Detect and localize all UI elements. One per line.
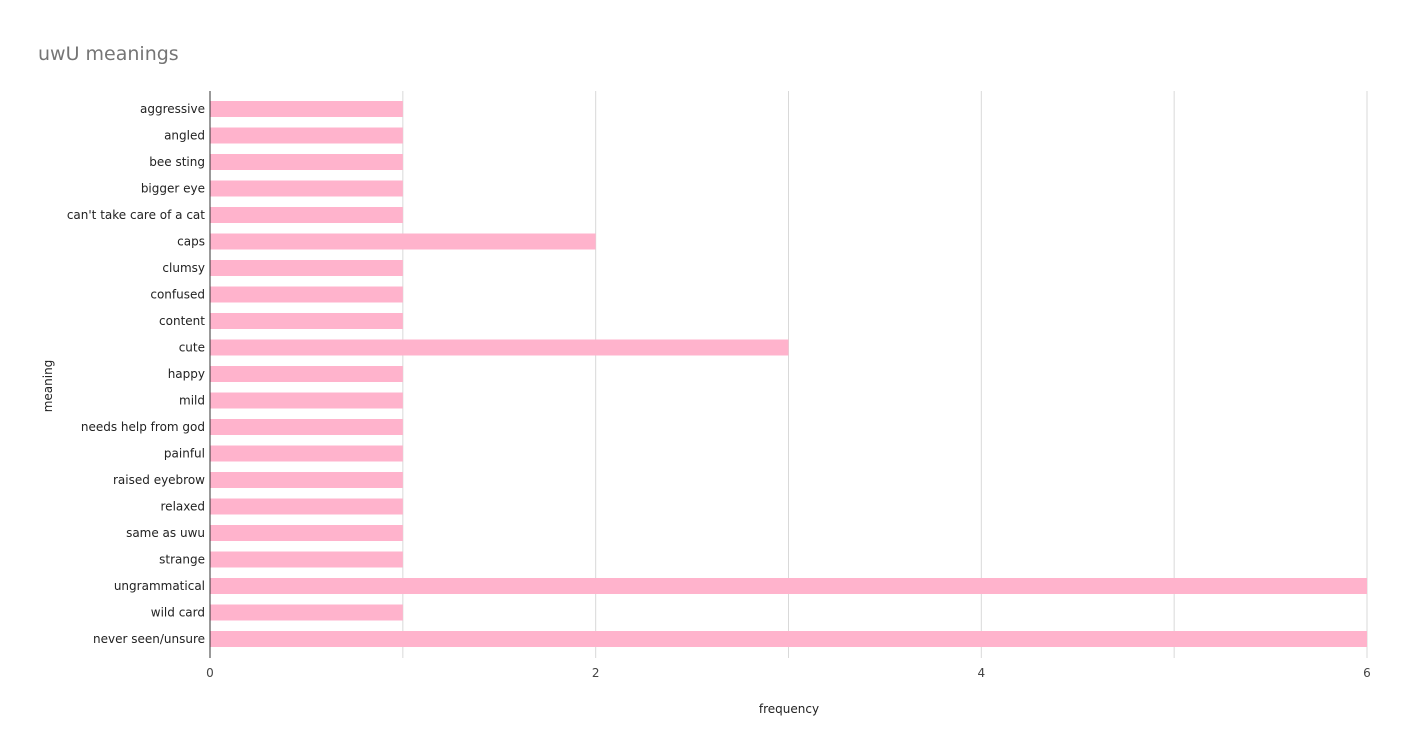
bar — [210, 525, 403, 541]
category-label: painful — [164, 447, 205, 461]
category-label: needs help from god — [81, 420, 205, 434]
category-label: ungrammatical — [114, 579, 205, 593]
chart-title: uwU meanings — [38, 43, 179, 65]
y-axis-title: meaning — [41, 360, 55, 413]
category-label: bee sting — [149, 155, 205, 169]
x-tick-label: 6 — [1363, 666, 1371, 680]
bars — [210, 101, 1367, 647]
bar — [210, 366, 403, 382]
x-axis-title: frequency — [759, 702, 819, 716]
category-label: same as uwu — [126, 526, 205, 540]
category-label: cute — [179, 341, 205, 355]
category-label: raised eyebrow — [113, 473, 205, 487]
category-label: caps — [177, 235, 205, 249]
bar — [210, 578, 1367, 594]
bar — [210, 392, 403, 409]
category-label: angled — [164, 129, 205, 143]
gridlines — [402, 91, 1368, 658]
category-label: mild — [179, 394, 205, 408]
category-label: can't take care of a cat — [67, 208, 205, 222]
bar — [210, 233, 596, 250]
bar — [210, 631, 1367, 647]
category-label: never seen/unsure — [93, 632, 205, 646]
bar — [210, 604, 403, 621]
bar — [210, 445, 403, 462]
category-label: relaxed — [161, 500, 205, 514]
category-label: happy — [168, 367, 205, 381]
bar — [210, 180, 403, 197]
bar — [210, 260, 403, 276]
bar — [210, 101, 403, 117]
x-tick-label: 4 — [978, 666, 986, 680]
x-tick-label: 2 — [592, 666, 600, 680]
category-labels: aggressive angled bee sting bigger eye can't… — [67, 102, 205, 646]
bar — [210, 154, 403, 170]
bar — [210, 127, 403, 144]
category-label: bigger eye — [141, 182, 205, 196]
bar — [210, 472, 403, 488]
category-label: aggressive — [140, 102, 205, 116]
bar — [210, 286, 403, 303]
category-label: strange — [159, 553, 205, 567]
bar — [210, 339, 789, 356]
category-label: content — [159, 314, 205, 328]
category-label: clumsy — [162, 261, 205, 275]
bar — [210, 313, 403, 329]
bar — [210, 551, 403, 568]
x-tick-labels: 0 2 4 6 — [206, 666, 1371, 680]
category-label: confused — [150, 288, 205, 302]
bar — [210, 419, 403, 435]
bar — [210, 207, 403, 223]
category-label: wild card — [151, 606, 205, 620]
bar — [210, 498, 403, 515]
x-tick-label: 0 — [206, 666, 214, 680]
